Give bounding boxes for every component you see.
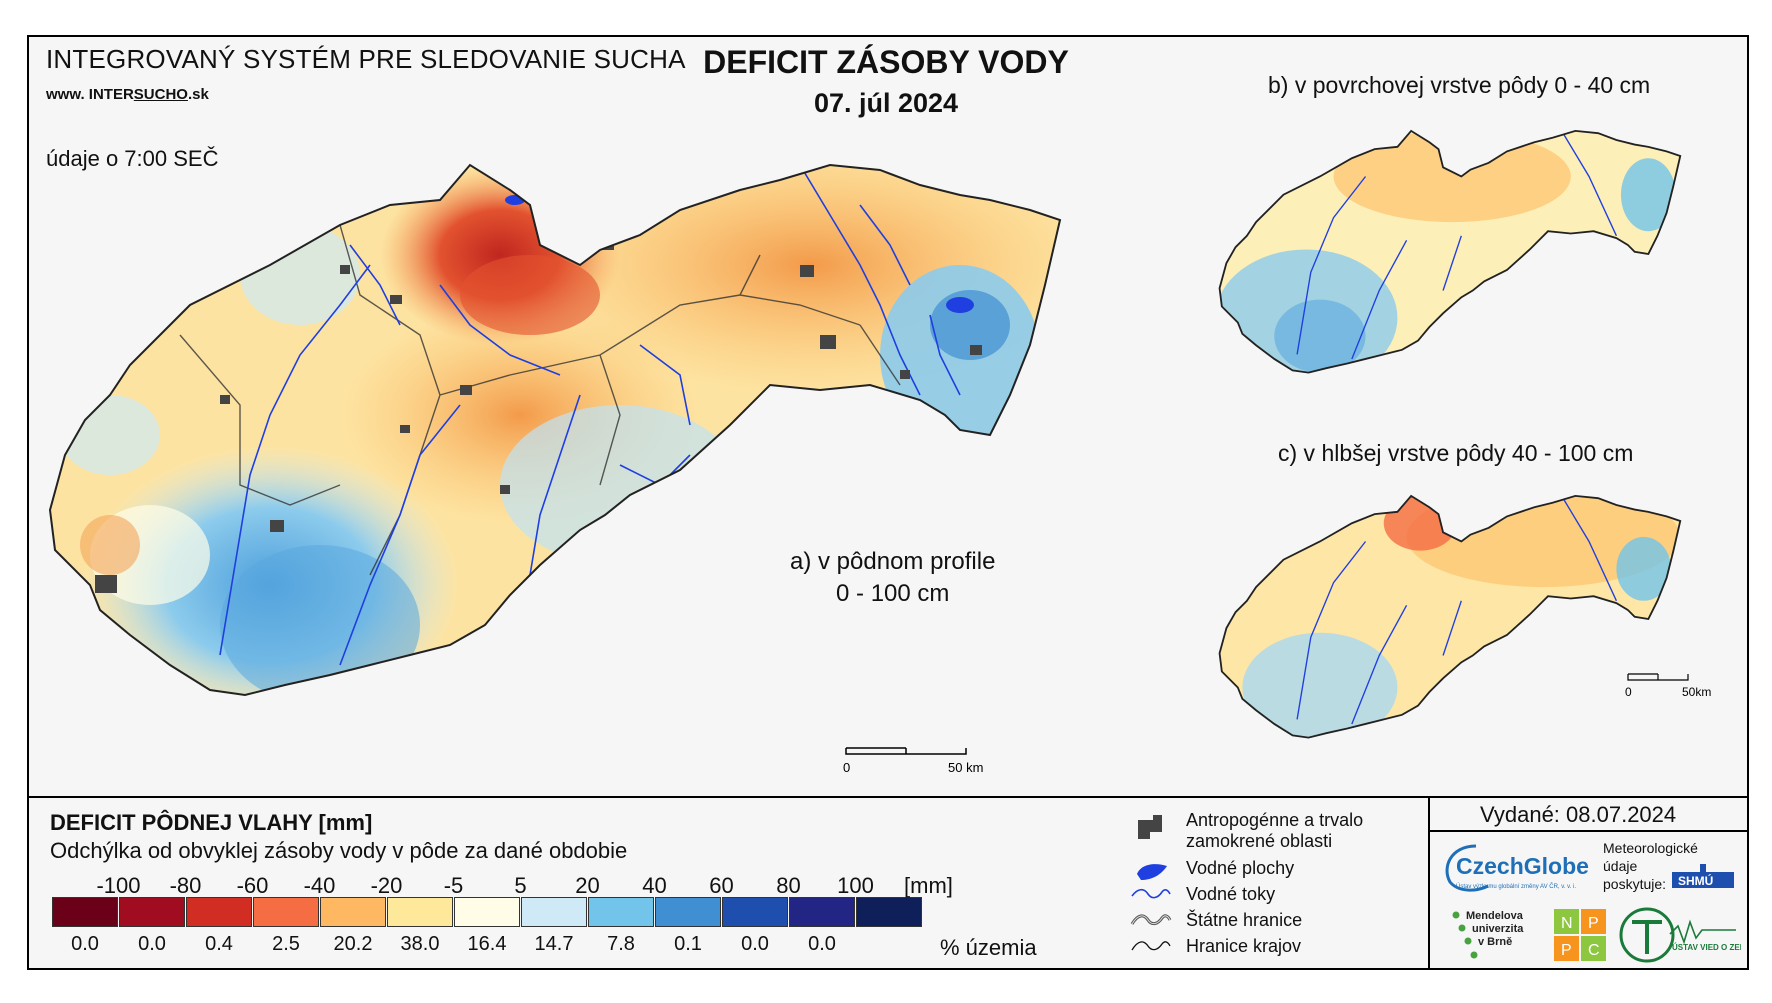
legend-anthropogenic-2: zamokrené oblasti [1186,831,1333,851]
regional-border-icon [1131,941,1171,951]
scale-tick-label: 60 [709,873,734,898]
svg-text:50 km: 50 km [948,760,983,775]
nppc-logo: N P P C [1554,909,1606,961]
color-scale [52,897,923,927]
anthropogenic-icon [1138,815,1162,839]
legend-water-bodies: Vodné plochy [1186,858,1295,878]
share-value: 16.4 [467,933,507,955]
small-scale-bar: 0 50km [1625,673,1711,699]
czechglobe-logo: CzechGlobe Ústav výzkumu globální změny … [1445,844,1589,892]
color-swatch [52,897,118,927]
svg-text:P: P [1588,915,1599,932]
svg-text:Mendelova: Mendelova [1466,910,1524,922]
scale-tick-label: 20 [575,873,600,898]
svg-text:CzechGlobe: CzechGlobe [1456,853,1589,879]
main-scale-bar: 0 50 km [843,747,983,775]
svg-text:50km: 50km [1682,685,1711,699]
legend-anthropogenic-1: Antropogénne a trvalo [1186,810,1364,830]
legend-title: DEFICIT PÔDNEJ VLAHY [mm] [50,810,373,835]
scale-tick-label: 100 [837,873,874,898]
color-swatch [655,897,721,927]
share-value: 14.7 [534,933,574,955]
small-map-c [1218,494,1682,739]
small-map-b [1218,129,1682,374]
main-map-a [48,163,1062,697]
scale-tick-label: 40 [642,873,667,898]
website-link[interactable]: www. INTERSUCHO.sk [46,86,209,103]
color-swatch [186,897,252,927]
share-value: 0.1 [674,933,702,955]
issued-date: Vydané: 08.07.2024 [1480,802,1677,827]
scale-tick-label: -40 [303,873,336,898]
share-value: 20.2 [333,933,373,955]
unit-label: [mm] [904,873,953,898]
color-swatch [521,897,587,927]
shmu-logo: SHMÚ [1672,864,1734,888]
share-value: 0.0 [138,933,166,955]
share-value: 7.8 [607,933,635,955]
mendelova-logo: Mendelova univerzita v Brně [1452,910,1524,959]
legend-rivers: Vodné toky [1186,884,1276,904]
svg-text:Ústav výzkumu globální změny A: Ústav výzkumu globální změny AV ČR, v. v… [1456,883,1576,890]
map-a-label: a) v pôdnom profile 0 - 100 cm [790,548,996,607]
share-value: 0.0 [741,933,769,955]
state-border-icon [1130,914,1172,926]
svg-text:SHMÚ: SHMÚ [1678,873,1713,888]
legend-subtitle: Odchýlka od obvyklej zásoby vody v pôde … [50,838,628,863]
svg-text:C: C [1588,942,1600,959]
legend-state-border: Štátne hranice [1186,910,1303,930]
page-date: 07. júl 2024 [813,88,959,118]
scale-tick-label: -20 [370,873,403,898]
share-value: 0.4 [205,933,233,955]
system-title: INTEGROVANÝ SYSTÉM PRE SLEDOVANIE SUCHA [46,44,686,74]
data-time-note: údaje o 7:00 SEČ [46,146,219,171]
map-b-label: b) v povrchovej vrstve pôdy 0 - 40 cm [1268,72,1651,98]
color-swatch [253,897,319,927]
svg-text:P: P [1561,942,1572,959]
share-label: % územia [940,935,1037,960]
color-swatch [320,897,386,927]
water-body-icon [1137,864,1167,880]
color-swatch [119,897,185,927]
scale-tick-label: 80 [776,873,801,898]
scale-tick-label: -5 [443,873,464,898]
color-swatch [789,897,855,927]
share-value: 2.5 [272,933,300,955]
color-swatch [454,897,520,927]
svg-text:0: 0 [843,760,850,775]
color-swatch [856,897,922,927]
svg-text:ÚSTAV VIED O ZEMI: ÚSTAV VIED O ZEMI [1672,943,1741,952]
meteo-label-3: poskytuje: [1603,876,1667,892]
page-title: DEFICIT ZÁSOBY VODY [703,44,1069,80]
legend-divider [27,796,1749,798]
map-c-label: c) v hlbšej vrstve pôdy 40 - 100 cm [1278,440,1634,466]
scale-tick-label: -100 [96,873,141,898]
color-swatch [387,897,453,927]
scale-tick-label: 5 [514,873,527,898]
svg-text:v Brně: v Brně [1478,936,1512,948]
footer-divider-vertical [1428,796,1430,970]
color-swatch [588,897,654,927]
legend-regional-border: Hranice krajov [1186,936,1302,956]
scale-tick-label: -80 [169,873,202,898]
scale-tick-label: -60 [236,873,269,898]
meteo-label-1: Meteorologické [1603,840,1698,856]
river-icon [1131,888,1171,899]
meteo-label-2: údaje [1603,858,1638,874]
svg-text:N: N [1561,915,1573,932]
color-swatch [722,897,788,927]
svg-text:univerzita: univerzita [1472,923,1524,935]
uvz-logo: ÚSTAV VIED O ZEMI [1619,907,1741,963]
share-value: 0.0 [71,933,99,955]
footer-divider-horizontal [1428,830,1749,832]
svg-text:0: 0 [1625,685,1632,699]
share-value: 0.0 [808,933,836,955]
share-value: 38.0 [400,933,440,955]
